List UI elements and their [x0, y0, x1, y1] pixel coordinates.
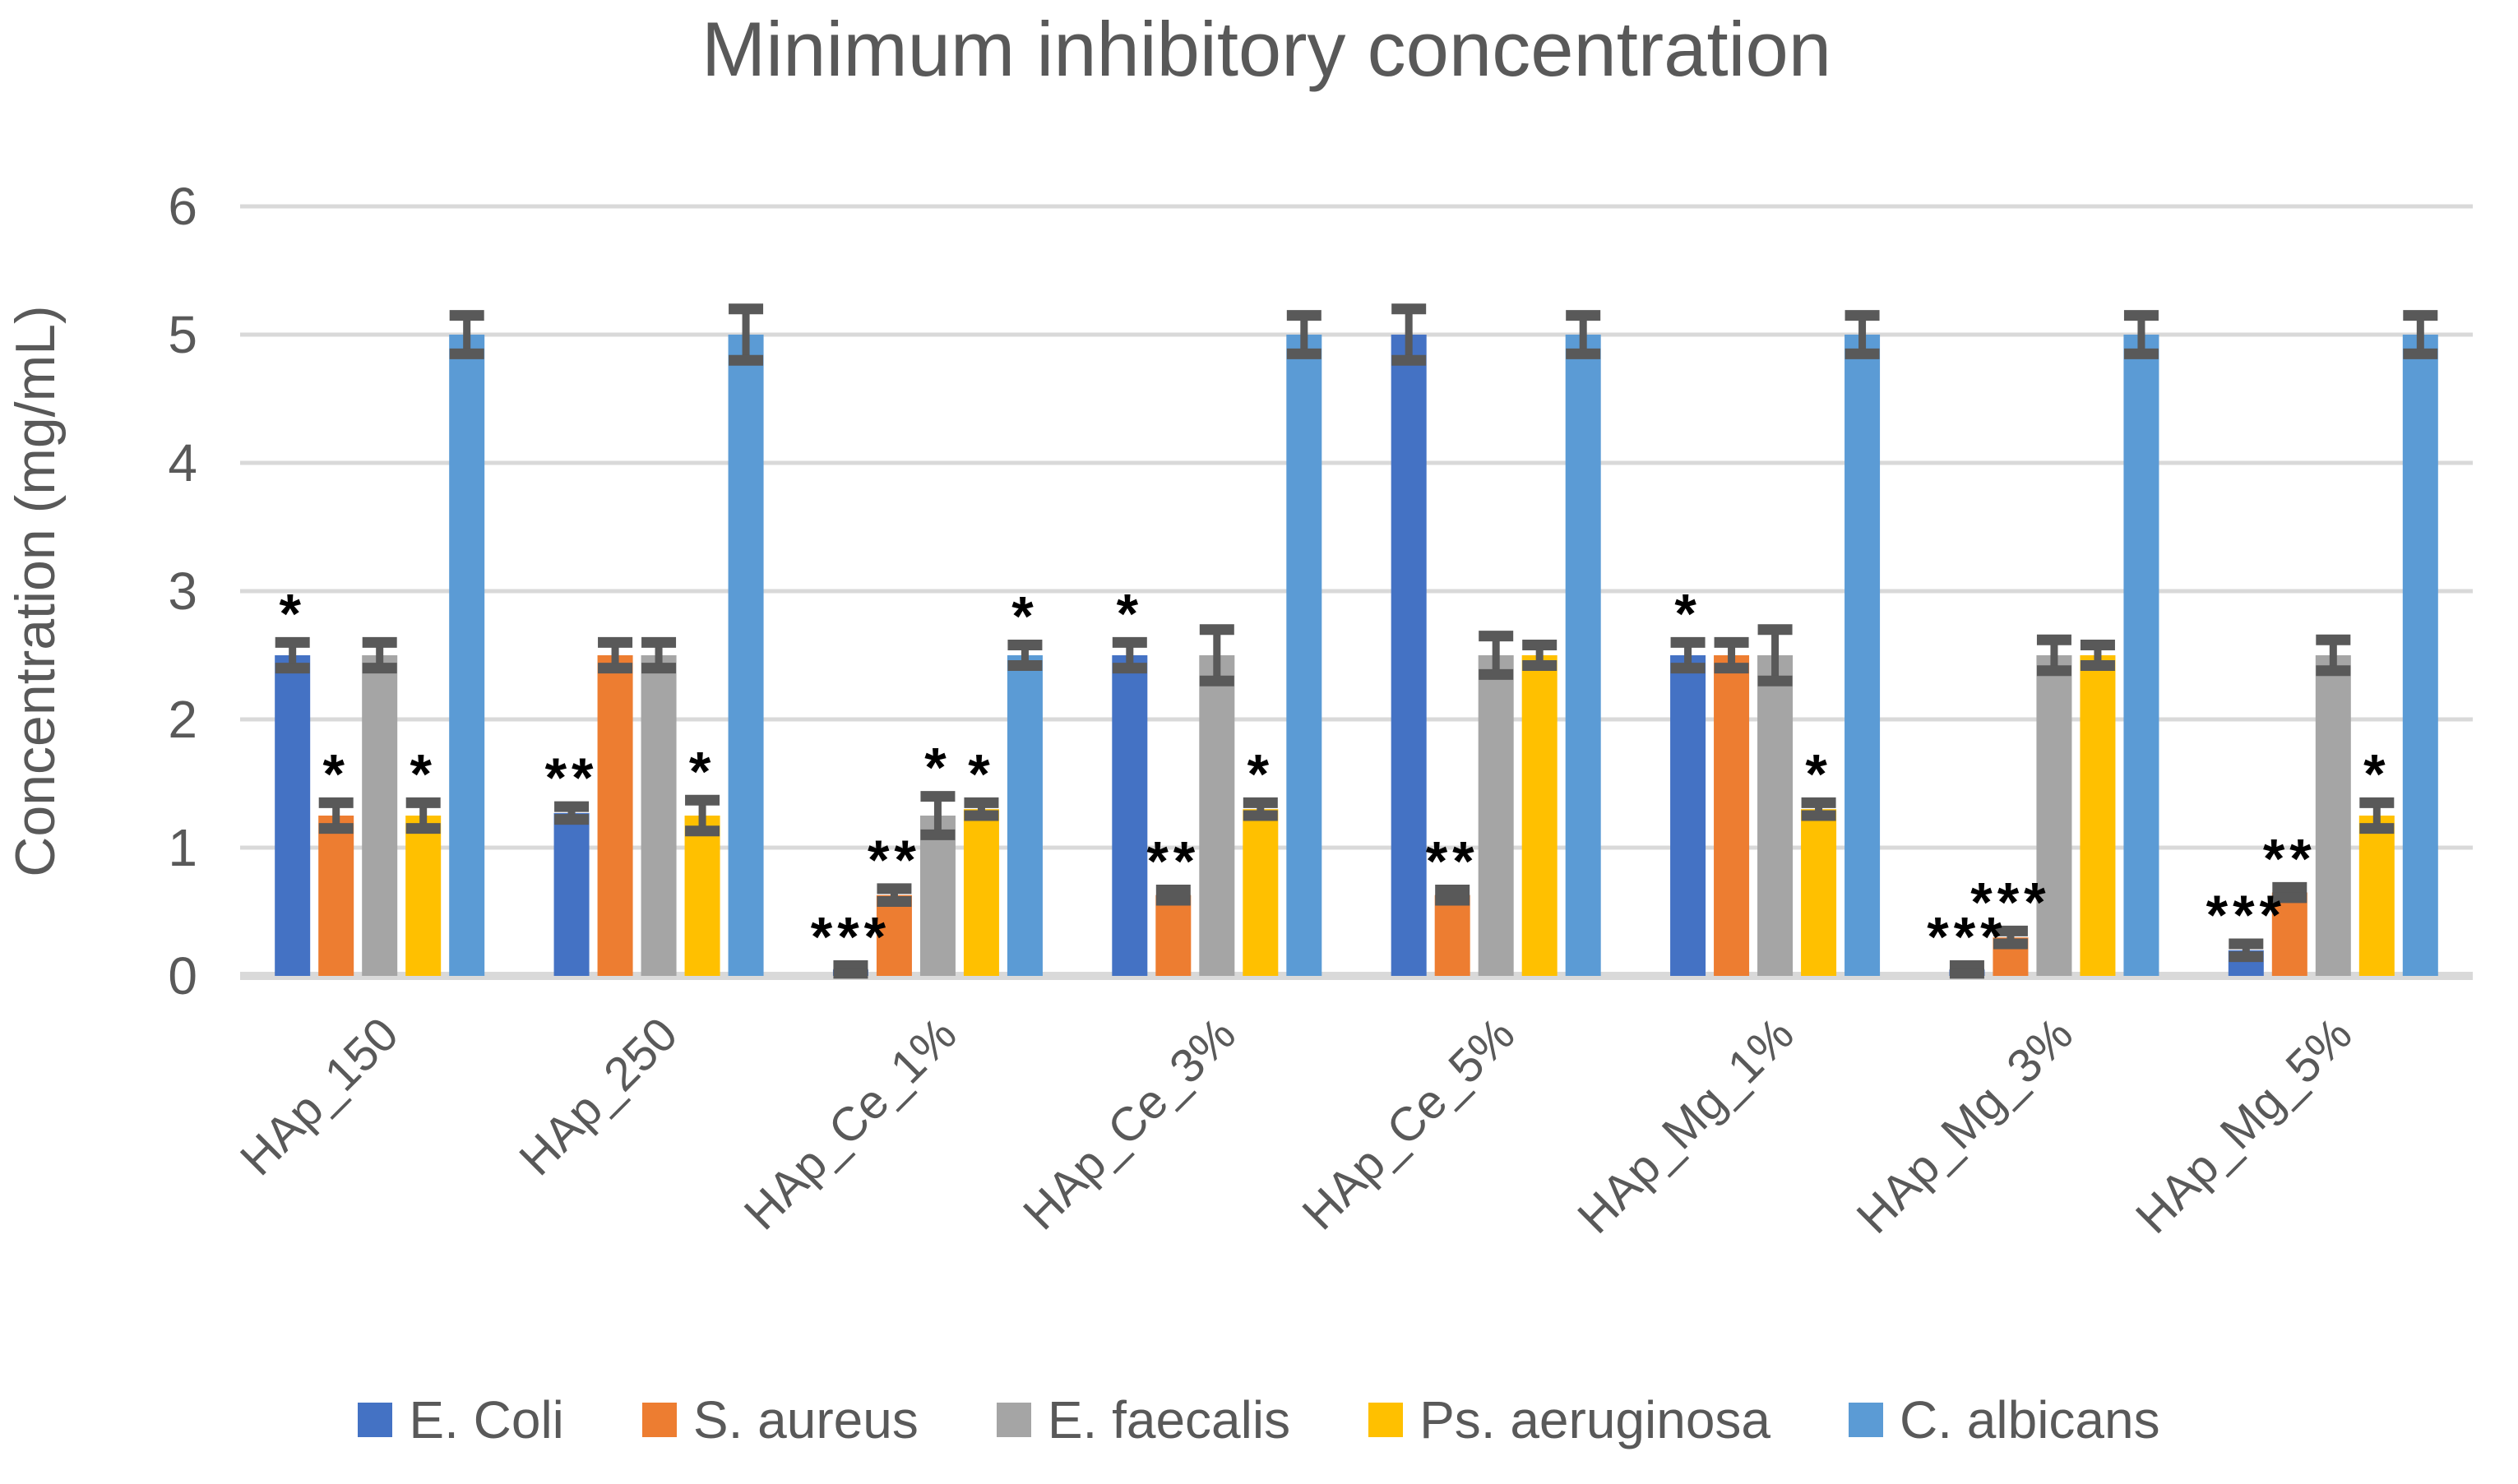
bar — [963, 809, 999, 976]
significance-marker: * — [1805, 742, 1831, 805]
legend-label: E. faecalis — [1047, 1390, 1291, 1449]
legend-label: C. albicans — [1900, 1390, 2160, 1449]
bar — [2315, 655, 2351, 976]
significance-marker: * — [924, 737, 951, 799]
bar — [1243, 809, 1279, 976]
y-tick-label: 2 — [168, 690, 197, 749]
bar — [318, 816, 354, 976]
legend-swatch-icon — [996, 1403, 1031, 1437]
bar — [1286, 335, 1322, 976]
x-axis-label: HAp_Mg_5% — [2126, 1007, 2363, 1244]
bar — [1714, 655, 1750, 976]
bar — [1112, 655, 1148, 976]
significance-marker: *** — [811, 906, 891, 969]
legend-item: E. Coli — [358, 1394, 564, 1446]
significance-marker: * — [689, 740, 715, 802]
bar — [876, 895, 912, 976]
significance-marker: * — [1117, 582, 1143, 645]
legend-item: S. aureus — [641, 1390, 919, 1449]
bar — [2402, 335, 2438, 976]
bar — [919, 816, 956, 976]
significance-marker: ** — [868, 829, 921, 891]
bar — [1565, 335, 1601, 976]
bar — [1670, 655, 1706, 976]
x-axis-label: HAp_150 — [230, 1007, 409, 1186]
y-axis-title: Concentration (mg/mL) — [4, 305, 67, 876]
significance-marker: * — [322, 742, 349, 805]
bar — [1391, 335, 1427, 976]
x-axis-label: HAp_Ce_3% — [1013, 1007, 1246, 1240]
error-bars — [275, 303, 2438, 979]
bar — [684, 816, 720, 976]
bar — [1478, 655, 1514, 976]
bar — [641, 655, 677, 976]
y-tick-label: 1 — [168, 818, 197, 877]
y-tick-label: 0 — [168, 946, 197, 1006]
significance-marker: * — [968, 742, 994, 805]
bar-series — [275, 335, 2438, 976]
significance-marker: *** — [1970, 871, 2050, 933]
bar — [1757, 655, 1794, 976]
y-tick-label: 6 — [168, 177, 197, 236]
y-tick-labels: 0 1 2 3 4 5 6 — [168, 177, 197, 1006]
legend-swatch-icon — [358, 1403, 393, 1437]
bar — [1845, 335, 1881, 976]
x-axis-label: HAp_Mg_1% — [1567, 1007, 1804, 1244]
significance-marker: * — [279, 582, 305, 645]
significance-marker: ** — [1426, 830, 1479, 892]
bar — [1521, 655, 1558, 976]
x-axis-label: HAp_Ce_5% — [1292, 1007, 1525, 1240]
x-axis-label: HAp_250 — [509, 1007, 687, 1186]
y-tick-label: 5 — [168, 305, 197, 364]
y-tick-label: 3 — [168, 562, 197, 621]
bar — [2358, 816, 2395, 976]
bar — [2123, 335, 2159, 976]
x-axis-label: HAp_Ce_1% — [734, 1007, 967, 1240]
bar — [1801, 809, 1837, 976]
chart-title: Minimum inhibitory concentration — [701, 6, 1831, 92]
bar — [362, 655, 398, 976]
chart-legend: E. Coli S. aureus E. faecalis Ps. aeruginos… — [0, 1394, 2518, 1446]
legend-swatch-icon — [1849, 1403, 1884, 1437]
legend-label: E. Coli — [409, 1390, 564, 1449]
legend-item: Ps. aeruginosa — [1368, 1394, 1770, 1446]
bar — [597, 655, 633, 976]
legend-label: Ps. aeruginosa — [1419, 1390, 1771, 1449]
significance-marker: *** — [2206, 884, 2286, 946]
legend-swatch-icon — [1368, 1403, 1404, 1437]
bar — [1199, 655, 1235, 976]
significance-marker: ** — [545, 747, 599, 809]
significance-marker: *** — [1927, 906, 2007, 969]
bar — [275, 655, 311, 976]
bar — [2036, 655, 2072, 976]
bar — [728, 335, 764, 976]
significance-marker: * — [1011, 585, 1038, 648]
significance-marker: * — [1247, 742, 1274, 805]
bar — [449, 335, 485, 976]
bar — [1155, 895, 1192, 976]
significance-markers: ** * ** ******* ** ************** ****** — [279, 582, 2390, 969]
significance-marker: * — [2363, 742, 2390, 805]
significance-marker: ** — [1146, 830, 1200, 892]
significance-marker: ** — [2263, 827, 2317, 890]
bar — [1434, 895, 1470, 976]
legend-item: C. albicans — [1849, 1394, 2160, 1446]
bar — [1007, 655, 1043, 976]
bar — [553, 812, 590, 976]
x-axis-labels: HAp_150 HAp_250 HAp_Ce_1% HAp_Ce_3% HAp_Ce_5… — [230, 1007, 2363, 1244]
bar — [405, 816, 442, 976]
legend-swatch-icon — [641, 1403, 677, 1437]
significance-marker: * — [410, 742, 436, 805]
x-axis-label: HAp_Mg_3% — [1847, 1007, 2084, 1244]
legend-item: E. faecalis — [996, 1390, 1291, 1449]
y-tick-label: 4 — [168, 433, 197, 492]
bar — [2271, 892, 2307, 976]
bar — [2080, 655, 2116, 976]
significance-marker: * — [1674, 582, 1701, 645]
legend-label: S. aureus — [692, 1390, 919, 1449]
